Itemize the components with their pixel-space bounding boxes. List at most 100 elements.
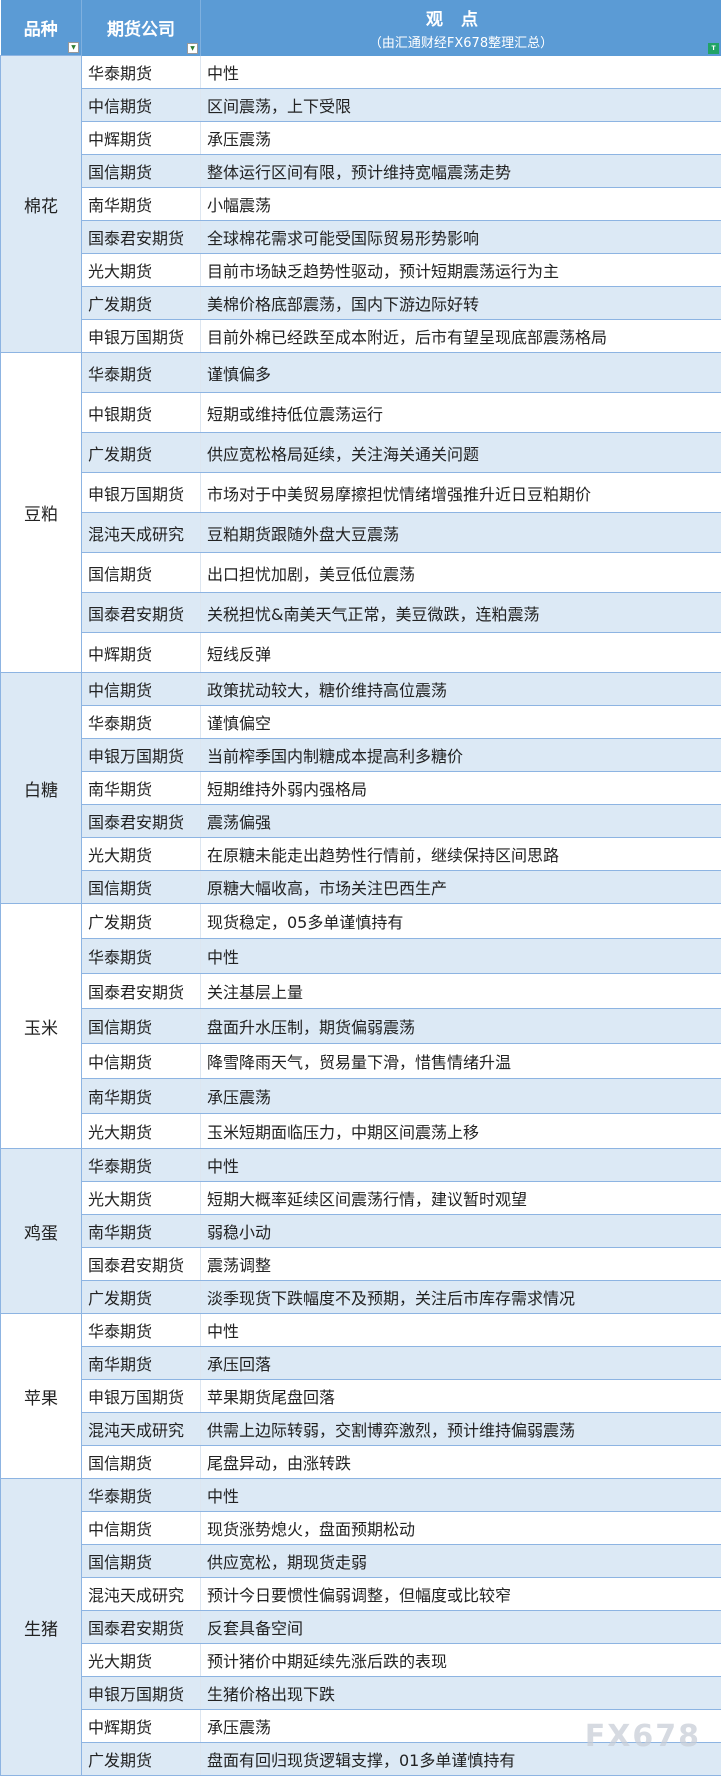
- company-cell[interactable]: 中信期货: [81, 88, 201, 122]
- opinion-cell[interactable]: 目前外棉已经跌至成本附近，后市有望呈现底部震荡格局: [200, 319, 721, 353]
- company-cell[interactable]: 华泰期货: [81, 1478, 201, 1512]
- opinion-cell[interactable]: 中性: [200, 1478, 721, 1512]
- company-cell[interactable]: 华泰期货: [81, 55, 201, 89]
- company-cell[interactable]: 国信期货: [81, 1544, 201, 1578]
- variety-cell[interactable]: 鸡蛋: [0, 1148, 82, 1314]
- opinion-cell[interactable]: 中性: [200, 55, 721, 89]
- opinion-cell[interactable]: 现货涨势熄火，盘面预期松动: [200, 1511, 721, 1545]
- company-cell[interactable]: 国泰君安期货: [81, 592, 201, 633]
- company-cell[interactable]: 国信期货: [81, 154, 201, 188]
- opinion-cell[interactable]: 当前榨季国内制糖成本提高利多糖价: [200, 738, 721, 772]
- opinion-cell[interactable]: 原糖大幅收高，市场关注巴西生产: [200, 870, 721, 904]
- company-cell[interactable]: 南华期货: [81, 1078, 201, 1114]
- opinion-cell[interactable]: 谨慎偏空: [200, 705, 721, 739]
- filter-active-icon[interactable]: T: [708, 42, 719, 54]
- opinion-cell[interactable]: 政策扰动较大，糖价维持高位震荡: [200, 672, 721, 706]
- opinion-cell[interactable]: 谨慎偏多: [200, 352, 721, 393]
- opinion-cell[interactable]: 在原糖未能走出趋势性行情前，继续保持区间思路: [200, 837, 721, 871]
- opinion-cell[interactable]: 短期维持外弱内强格局: [200, 771, 721, 805]
- opinion-cell[interactable]: 承压震荡: [200, 1078, 721, 1114]
- company-cell[interactable]: 光大期货: [81, 253, 201, 287]
- opinion-cell[interactable]: 盘面升水压制，期货偏弱震荡: [200, 1008, 721, 1044]
- company-cell[interactable]: 申银万国期货: [81, 1676, 201, 1710]
- opinion-cell[interactable]: 全球棉花需求可能受国际贸易形势影响: [200, 220, 721, 254]
- opinion-cell[interactable]: 玉米短期面临压力，中期区间震荡上移: [200, 1113, 721, 1149]
- opinion-cell[interactable]: 降雪降雨天气，贸易量下滑，惜售情绪升温: [200, 1043, 721, 1079]
- opinion-cell[interactable]: 盘面有回归现货逻辑支撑，01多单谨慎持有: [200, 1742, 721, 1776]
- variety-cell[interactable]: 玉米: [0, 903, 82, 1149]
- company-cell[interactable]: 华泰期货: [81, 352, 201, 393]
- opinion-cell[interactable]: 小幅震荡: [200, 187, 721, 221]
- opinion-cell[interactable]: 供应宽松格局延续，关注海关通关问题: [200, 432, 721, 473]
- opinion-cell[interactable]: 短期或维持低位震荡运行: [200, 392, 721, 433]
- variety-cell[interactable]: 白糖: [0, 672, 82, 904]
- opinion-cell[interactable]: 出口担忧加剧，美豆低位震荡: [200, 552, 721, 593]
- opinion-cell[interactable]: 弱稳小动: [200, 1214, 721, 1248]
- variety-cell[interactable]: 生猪: [0, 1478, 82, 1776]
- opinion-cell[interactable]: 反套具备空间: [200, 1610, 721, 1644]
- opinion-cell[interactable]: 供需上边际转弱，交割博弈激烈，预计维持偏弱震荡: [200, 1412, 721, 1446]
- company-cell[interactable]: 国泰君安期货: [81, 1247, 201, 1281]
- opinion-cell[interactable]: 震荡偏强: [200, 804, 721, 838]
- company-cell[interactable]: 广发期货: [81, 432, 201, 473]
- company-cell[interactable]: 申银万国期货: [81, 1379, 201, 1413]
- opinion-cell[interactable]: 震荡调整: [200, 1247, 721, 1281]
- opinion-cell[interactable]: 尾盘异动，由涨转跌: [200, 1445, 721, 1479]
- opinion-cell[interactable]: 供应宽松，期现货走弱: [200, 1544, 721, 1578]
- opinion-cell[interactable]: 整体运行区间有限，预计维持宽幅震荡走势: [200, 154, 721, 188]
- company-cell[interactable]: 国信期货: [81, 1445, 201, 1479]
- opinion-cell[interactable]: 豆粕期货跟随外盘大豆震荡: [200, 512, 721, 553]
- company-cell[interactable]: 光大期货: [81, 1643, 201, 1677]
- opinion-cell[interactable]: 现货稳定，05多单谨慎持有: [200, 903, 721, 939]
- opinion-cell[interactable]: 预计猪价中期延续先涨后跌的表现: [200, 1643, 721, 1677]
- opinion-cell[interactable]: 承压回落: [200, 1346, 721, 1380]
- company-cell[interactable]: 中辉期货: [81, 632, 201, 673]
- company-cell[interactable]: 混沌天成研究: [81, 512, 201, 553]
- variety-cell[interactable]: 豆粕: [0, 352, 82, 673]
- opinion-cell[interactable]: 承压震荡: [200, 1709, 721, 1743]
- company-cell[interactable]: 光大期货: [81, 837, 201, 871]
- opinion-cell[interactable]: 中性: [200, 938, 721, 974]
- company-cell[interactable]: 南华期货: [81, 771, 201, 805]
- company-cell[interactable]: 国信期货: [81, 870, 201, 904]
- company-cell[interactable]: 南华期货: [81, 1346, 201, 1380]
- company-cell[interactable]: 中信期货: [81, 1043, 201, 1079]
- variety-cell[interactable]: 棉花: [0, 55, 82, 353]
- filter-dropdown-icon[interactable]: ▼: [68, 42, 79, 53]
- company-cell[interactable]: 华泰期货: [81, 705, 201, 739]
- company-cell[interactable]: 华泰期货: [81, 938, 201, 974]
- company-cell[interactable]: 南华期货: [81, 187, 201, 221]
- company-cell[interactable]: 申银万国期货: [81, 738, 201, 772]
- company-cell[interactable]: 国泰君安期货: [81, 1610, 201, 1644]
- company-cell[interactable]: 光大期货: [81, 1113, 201, 1149]
- company-cell[interactable]: 广发期货: [81, 1280, 201, 1314]
- opinion-cell[interactable]: 美棉价格底部震荡，国内下游边际好转: [200, 286, 721, 320]
- company-cell[interactable]: 广发期货: [81, 1742, 201, 1776]
- company-cell[interactable]: 国信期货: [81, 552, 201, 593]
- opinion-cell[interactable]: 淡季现货下跌幅度不及预期，关注后市库存需求情况: [200, 1280, 721, 1314]
- company-cell[interactable]: 光大期货: [81, 1181, 201, 1215]
- company-cell[interactable]: 中银期货: [81, 392, 201, 433]
- company-cell[interactable]: 中信期货: [81, 1511, 201, 1545]
- opinion-cell[interactable]: 苹果期货尾盘回落: [200, 1379, 721, 1413]
- opinion-cell[interactable]: 预计今日要惯性偏弱调整，但幅度或比较窄: [200, 1577, 721, 1611]
- variety-cell[interactable]: 苹果: [0, 1313, 82, 1479]
- opinion-cell[interactable]: 短期大概率延续区间震荡行情，建议暂时观望: [200, 1181, 721, 1215]
- opinion-cell[interactable]: 短线反弹: [200, 632, 721, 673]
- company-cell[interactable]: 华泰期货: [81, 1148, 201, 1182]
- opinion-cell[interactable]: 目前市场缺乏趋势性驱动，预计短期震荡运行为主: [200, 253, 721, 287]
- opinion-cell[interactable]: 承压震荡: [200, 121, 721, 155]
- company-cell[interactable]: 申银万国期货: [81, 319, 201, 353]
- filter-dropdown-icon[interactable]: ▼: [187, 42, 198, 54]
- company-cell[interactable]: 中辉期货: [81, 121, 201, 155]
- opinion-cell[interactable]: 市场对于中美贸易摩擦担忧情绪增强推升近日豆粕期价: [200, 472, 721, 513]
- company-cell[interactable]: 中信期货: [81, 672, 201, 706]
- company-cell[interactable]: 华泰期货: [81, 1313, 201, 1347]
- company-cell[interactable]: 混沌天成研究: [81, 1412, 201, 1446]
- opinion-cell[interactable]: 关注基层上量: [200, 973, 721, 1009]
- company-cell[interactable]: 国信期货: [81, 1008, 201, 1044]
- company-cell[interactable]: 国泰君安期货: [81, 973, 201, 1009]
- company-cell[interactable]: 国泰君安期货: [81, 220, 201, 254]
- company-cell[interactable]: 混沌天成研究: [81, 1577, 201, 1611]
- opinion-cell[interactable]: 中性: [200, 1313, 721, 1347]
